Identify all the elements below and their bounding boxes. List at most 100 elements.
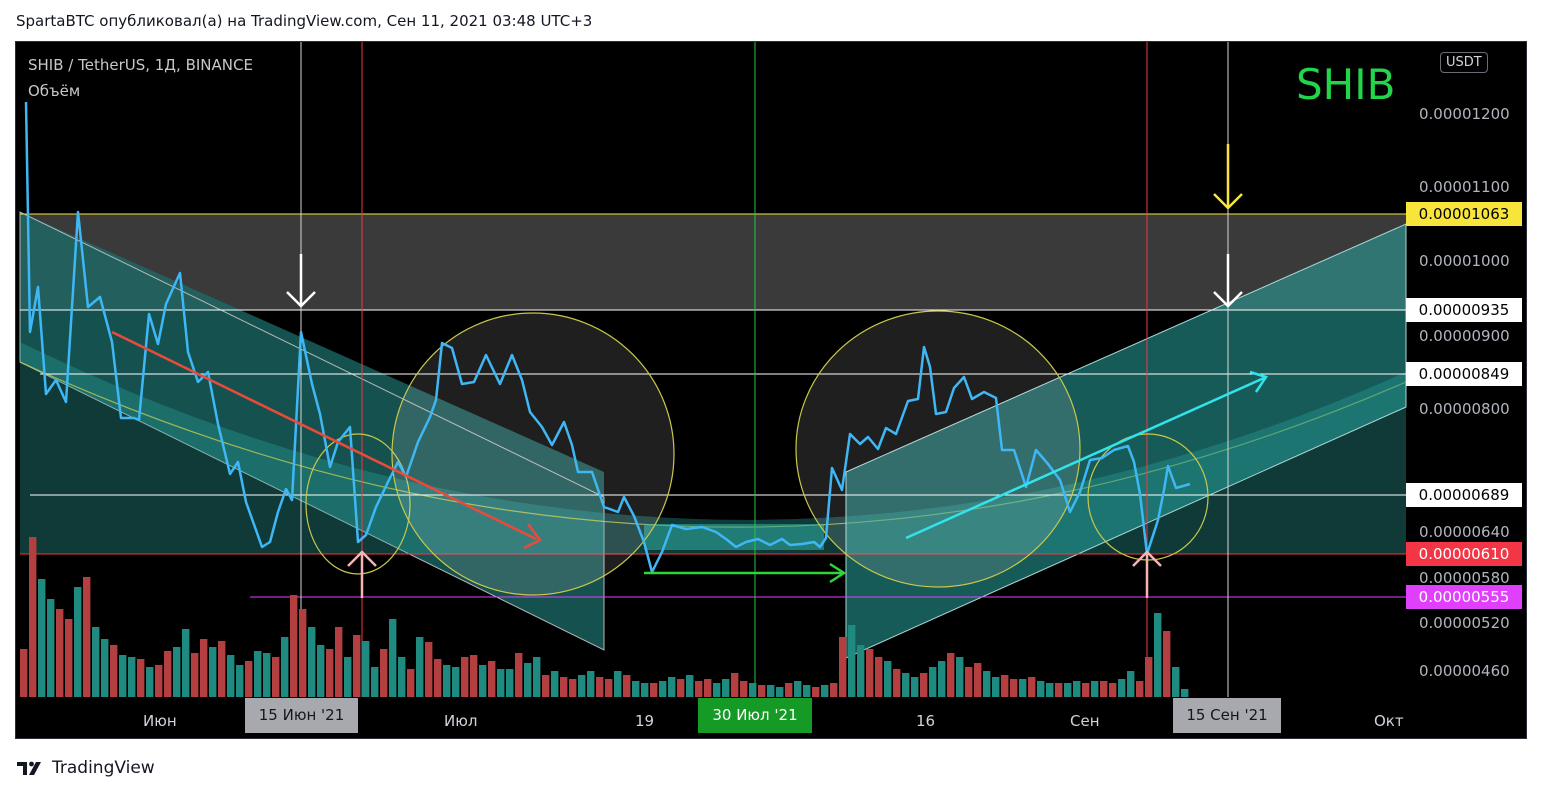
price-scale-label: 0.00001100 bbox=[1419, 178, 1510, 196]
volume-bar bbox=[731, 673, 739, 697]
volume-bar bbox=[686, 675, 694, 697]
volume-bar bbox=[713, 683, 721, 697]
volume-bar bbox=[623, 675, 631, 697]
volume-bar bbox=[191, 653, 199, 697]
volume-bar bbox=[47, 599, 55, 697]
time-scale-label: Июл bbox=[444, 712, 478, 730]
volume-bar bbox=[182, 629, 190, 697]
publish-header: SpartaBTC опубликовал(а) на TradingView.… bbox=[16, 12, 593, 30]
volume-bar bbox=[1064, 683, 1072, 697]
volume-bar bbox=[668, 677, 676, 697]
volume-bar bbox=[1046, 683, 1054, 697]
volume-bar bbox=[767, 685, 775, 697]
volume-bar bbox=[1100, 681, 1108, 697]
volume-bar bbox=[749, 683, 757, 697]
price-scale-label: 0.00000900 bbox=[1419, 327, 1510, 345]
volume-bar bbox=[569, 679, 577, 697]
down-arrow-yellow bbox=[1213, 144, 1243, 210]
volume-bar bbox=[1172, 667, 1180, 697]
volume-bar bbox=[821, 685, 829, 697]
volume-bar bbox=[344, 657, 352, 697]
volume-bar bbox=[1163, 631, 1171, 697]
volume-bar bbox=[758, 685, 766, 697]
currency-button[interactable]: USDT bbox=[1440, 52, 1488, 73]
volume-bar bbox=[470, 655, 478, 697]
volume-bar bbox=[1001, 675, 1009, 697]
footer-brand[interactable]: TradingView bbox=[16, 756, 155, 780]
chart-pane[interactable]: SHIB / TetherUS, 1Д, BINANCE Объём SHIB … bbox=[15, 41, 1527, 739]
down-trend-arrowhead bbox=[523, 523, 542, 550]
volume-bar bbox=[920, 673, 928, 697]
volume-bar bbox=[236, 665, 244, 697]
volume-bar bbox=[65, 619, 73, 697]
volume-bar bbox=[380, 649, 388, 697]
volume-bar bbox=[1154, 613, 1162, 697]
volume-bar bbox=[830, 683, 838, 697]
volume-bar bbox=[560, 677, 568, 697]
volume-bar bbox=[1145, 657, 1153, 697]
volume-bar bbox=[74, 587, 82, 697]
volume-bar bbox=[965, 667, 973, 697]
volume-bar bbox=[92, 627, 100, 697]
volume-bar bbox=[740, 681, 748, 697]
volume-bar bbox=[605, 679, 613, 697]
price-scale-label: 0.00000800 bbox=[1419, 400, 1510, 418]
volume-bar bbox=[110, 645, 118, 697]
volume-bar bbox=[128, 657, 136, 697]
time-tag-jun15: 15 Июн '21 bbox=[245, 698, 358, 733]
volume-bar bbox=[992, 677, 1000, 697]
volume-bar bbox=[1028, 677, 1036, 697]
symbol-legend[interactable]: SHIB / TetherUS, 1Д, BINANCE bbox=[28, 56, 253, 74]
volume-bar bbox=[443, 665, 451, 697]
volume-bar bbox=[956, 657, 964, 697]
price-scale-label: 0.00000460 bbox=[1419, 662, 1510, 680]
volume-bar bbox=[884, 661, 892, 697]
time-tag-sep15: 15 Сен '21 bbox=[1173, 698, 1281, 733]
volume-bar bbox=[425, 642, 433, 697]
volume-bar bbox=[1127, 671, 1135, 697]
shib-annotation: SHIB bbox=[1296, 60, 1396, 109]
tradingview-brand-text: TradingView bbox=[52, 758, 155, 778]
down-arrow-white-2 bbox=[1213, 254, 1243, 308]
volume-bar bbox=[578, 675, 586, 697]
volume-bar bbox=[551, 671, 559, 697]
sideways-arrowhead bbox=[829, 562, 847, 584]
up-trend-arrow bbox=[905, 376, 1265, 540]
up-arrow-pink-1 bbox=[347, 550, 377, 598]
volume-bar bbox=[704, 679, 712, 697]
price-scale-label: 0.00000520 bbox=[1419, 614, 1510, 632]
volume-bar bbox=[1109, 683, 1117, 697]
volume-bar bbox=[146, 667, 154, 697]
volume-bar bbox=[434, 659, 442, 697]
volume-bar bbox=[785, 683, 793, 697]
volume-bar bbox=[596, 677, 604, 697]
volume-bar bbox=[200, 639, 208, 697]
circle-top-2 bbox=[795, 310, 1081, 588]
time-scale-label: Окт bbox=[1374, 712, 1404, 730]
price-tag-555: 0.00000555 bbox=[1406, 585, 1522, 609]
volume-bar bbox=[974, 663, 982, 697]
volume-bar bbox=[407, 669, 415, 697]
time-scale-label: 16 bbox=[916, 712, 936, 730]
volume-bar bbox=[1019, 679, 1027, 697]
volume-bar bbox=[299, 609, 307, 697]
volume-legend[interactable]: Объём bbox=[28, 82, 81, 100]
volume-bar bbox=[461, 657, 469, 697]
volume-bar bbox=[650, 683, 658, 697]
volume-bar bbox=[1136, 681, 1144, 697]
circle-top-1 bbox=[391, 312, 675, 596]
volume-bar bbox=[614, 671, 622, 697]
volume-bar bbox=[947, 653, 955, 697]
volume-bar bbox=[452, 667, 460, 697]
price-tag-610: 0.00000610 bbox=[1406, 542, 1522, 566]
chart-canvas[interactable] bbox=[16, 42, 1526, 738]
price-tag-849: 0.00000849 bbox=[1406, 362, 1522, 386]
volume-bar bbox=[902, 673, 910, 697]
volume-bar bbox=[866, 649, 874, 697]
volume-bar bbox=[263, 653, 271, 697]
volume-bar bbox=[587, 671, 595, 697]
volume-bar bbox=[524, 663, 532, 697]
up-arrow-pink-2 bbox=[1132, 550, 1162, 598]
volume-bar bbox=[227, 655, 235, 697]
volume-bar bbox=[848, 625, 856, 697]
